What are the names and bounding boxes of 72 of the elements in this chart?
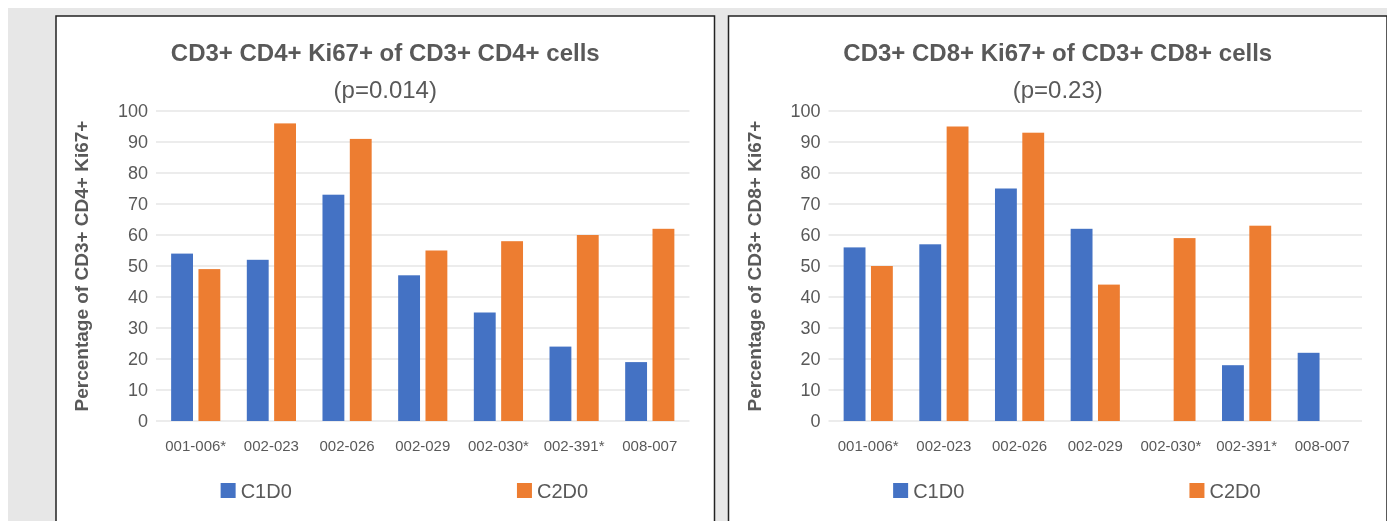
x-tick-label: 002-391* [1216,437,1278,454]
y-tick-label: 100 [790,101,821,122]
x-tick-label: 002-030* [467,437,530,454]
bar [549,346,572,421]
bar [919,244,942,421]
y-tick-label: 90 [127,132,148,153]
y-tick-label: 50 [127,256,148,277]
bar [625,362,648,421]
bar [1173,238,1196,421]
bar [246,259,269,421]
y-tick-label: 70 [127,194,148,215]
bar [870,266,893,421]
x-tick-label: 002-030* [1140,437,1202,454]
y-tick-label: 10 [127,380,148,401]
bar [1222,365,1244,421]
bar [1022,132,1045,421]
bar [425,250,448,421]
x-tick-label: 002-029 [395,437,451,454]
bar [274,123,296,421]
y-tick-label: 80 [800,163,821,184]
legend-label: C2D0 [1209,480,1261,502]
x-tick-label: 002-023 [243,437,299,454]
legend-label: C2D0 [536,480,589,502]
y-tick-label: 70 [800,194,821,215]
bar [843,247,866,421]
bar [1070,228,1093,421]
bar [652,228,675,421]
chart-subtitle: (p=0.014) [333,76,437,103]
bar [473,312,496,421]
chart-subtitle: (p=0.23) [1012,76,1103,103]
x-tick-label: 008-007 [1294,437,1350,454]
y-tick-label: 60 [800,225,821,246]
y-tick-label: 50 [800,256,821,277]
bar [349,138,372,421]
x-tick-label: 008-007 [622,437,678,454]
y-tick-label: 20 [800,349,821,370]
bar [1097,284,1120,421]
x-tick-label: 002-029 [1067,437,1123,454]
bar [322,194,345,421]
y-tick-label: 30 [127,318,148,339]
x-tick-label: 001-006* [837,437,899,454]
legend-label: C1D0 [240,480,292,502]
y-tick-label: 20 [127,349,148,370]
bar [1297,352,1320,421]
y-tick-label: 60 [127,225,148,246]
y-tick-label: 90 [800,132,821,153]
bar [994,188,1017,421]
y-tick-label: 0 [810,411,821,432]
x-tick-label: 001-006* [165,437,227,454]
y-tick-label: 40 [800,287,821,308]
chart-title: CD3+ CD8+ Ki67+ of CD3+ CD8+ cells [843,39,1273,66]
bar [946,126,969,421]
y-axis-title: Percentage of CD3+ CD4+ Ki67+ [71,120,92,412]
legend-label: C1D0 [913,480,965,502]
bar [171,253,193,421]
y-tick-label: 0 [137,411,148,432]
x-tick-label: 002-023 [916,437,972,454]
x-tick-label: 002-391* [543,437,605,454]
bar [198,269,221,421]
y-axis-title: Percentage of CD3+ CD8+ Ki67+ [743,120,765,412]
bar [398,275,421,421]
bar [1249,225,1272,421]
x-tick-label: 002-026 [319,437,375,454]
y-tick-label: 80 [127,163,148,184]
y-tick-label: 30 [800,318,821,339]
y-tick-label: 100 [117,101,148,122]
x-tick-label: 002-026 [992,437,1048,454]
chart-title: CD3+ CD4+ Ki67+ of CD3+ CD4+ cells [170,39,600,66]
bar [576,235,599,421]
y-tick-label: 40 [127,287,148,308]
bar [501,241,524,421]
y-tick-label: 10 [800,380,821,401]
